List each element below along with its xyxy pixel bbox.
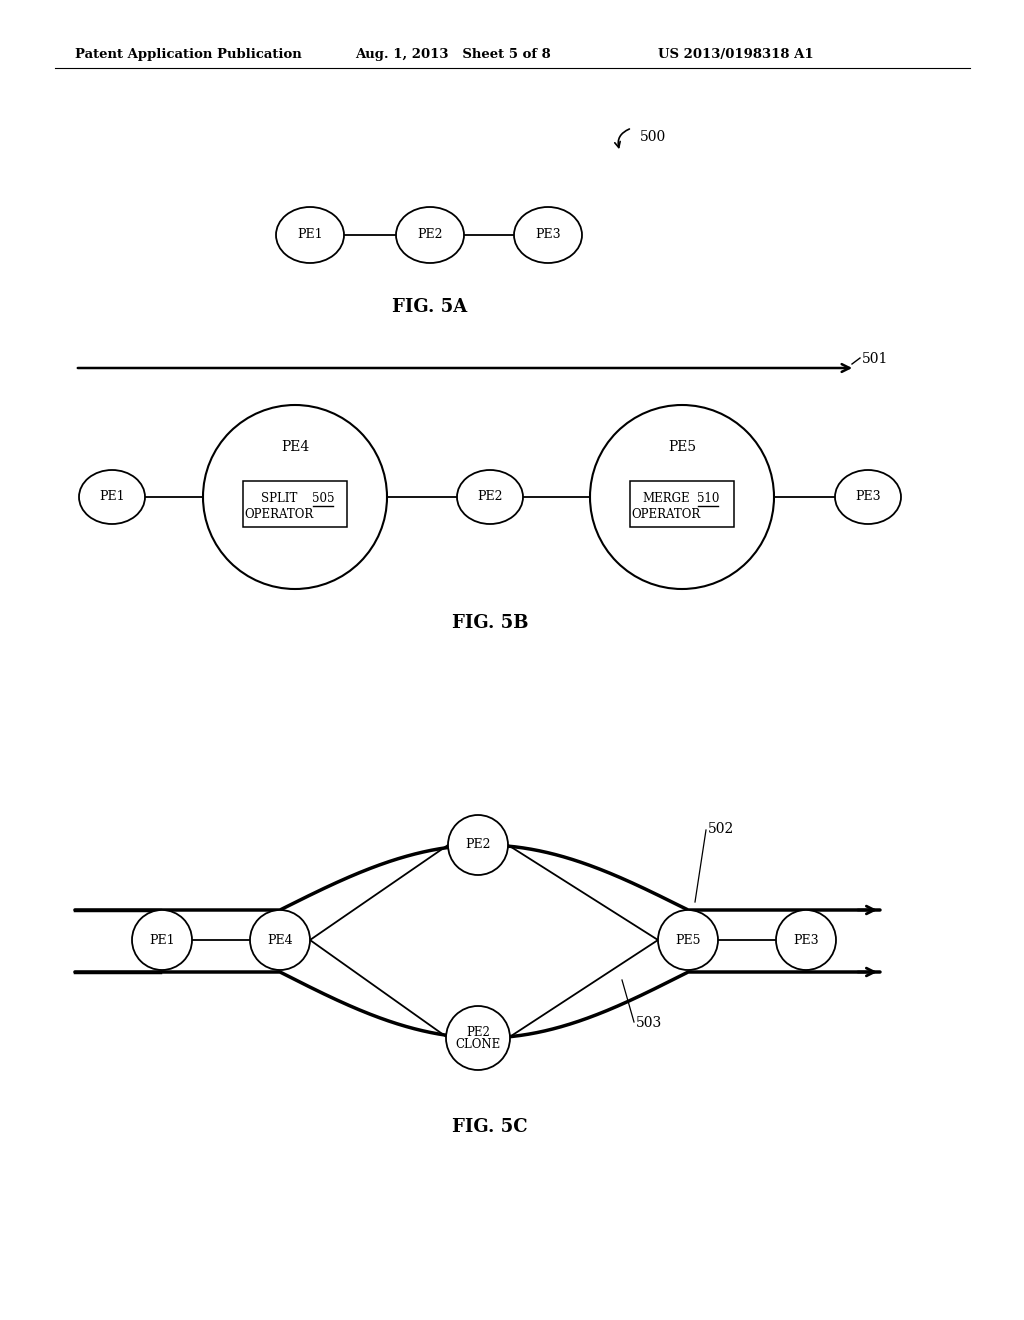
Ellipse shape — [79, 470, 145, 524]
Text: PE1: PE1 — [297, 228, 323, 242]
Ellipse shape — [250, 909, 310, 970]
Text: PE2: PE2 — [466, 1026, 489, 1039]
Text: FIG. 5B: FIG. 5B — [452, 614, 528, 632]
Ellipse shape — [203, 405, 387, 589]
Ellipse shape — [396, 207, 464, 263]
Text: PE1: PE1 — [99, 491, 125, 503]
Text: FIG. 5C: FIG. 5C — [453, 1118, 527, 1137]
Text: 503: 503 — [636, 1016, 663, 1030]
Ellipse shape — [276, 207, 344, 263]
Ellipse shape — [449, 814, 508, 875]
Text: US 2013/0198318 A1: US 2013/0198318 A1 — [658, 48, 814, 61]
Text: PE5: PE5 — [668, 440, 696, 454]
Ellipse shape — [590, 405, 774, 589]
Text: 505: 505 — [311, 492, 334, 506]
Text: PE3: PE3 — [536, 228, 561, 242]
Ellipse shape — [446, 1006, 510, 1071]
Ellipse shape — [658, 909, 718, 970]
FancyBboxPatch shape — [243, 480, 347, 527]
Ellipse shape — [132, 909, 193, 970]
Ellipse shape — [514, 207, 582, 263]
Text: PE3: PE3 — [794, 933, 819, 946]
FancyBboxPatch shape — [630, 480, 734, 527]
Ellipse shape — [457, 470, 523, 524]
Text: 502: 502 — [708, 822, 734, 836]
Text: MERGE: MERGE — [642, 492, 690, 506]
Text: Aug. 1, 2013   Sheet 5 of 8: Aug. 1, 2013 Sheet 5 of 8 — [355, 48, 551, 61]
Text: PE4: PE4 — [267, 933, 293, 946]
Text: OPERATOR: OPERATOR — [245, 507, 313, 520]
Text: PE2: PE2 — [477, 491, 503, 503]
Text: 500: 500 — [640, 129, 667, 144]
Text: CLONE: CLONE — [456, 1039, 501, 1052]
Text: PE1: PE1 — [150, 933, 175, 946]
Ellipse shape — [776, 909, 836, 970]
Ellipse shape — [835, 470, 901, 524]
Text: 501: 501 — [862, 352, 889, 366]
Text: Patent Application Publication: Patent Application Publication — [75, 48, 302, 61]
Text: 510: 510 — [696, 492, 719, 506]
Text: PE4: PE4 — [281, 440, 309, 454]
Text: SPLIT: SPLIT — [261, 492, 297, 506]
Text: PE3: PE3 — [855, 491, 881, 503]
Text: PE5: PE5 — [675, 933, 700, 946]
Text: PE2: PE2 — [465, 838, 490, 851]
Text: PE2: PE2 — [417, 228, 442, 242]
Text: OPERATOR: OPERATOR — [632, 507, 700, 520]
Text: FIG. 5A: FIG. 5A — [392, 298, 468, 315]
